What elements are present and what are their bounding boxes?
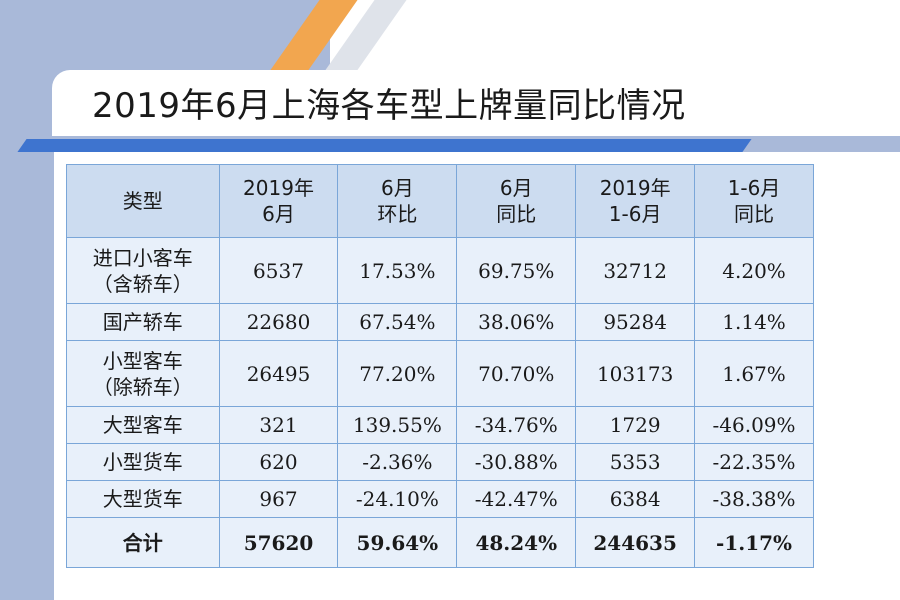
total-yoy: 48.24% [456, 517, 577, 568]
vehicle-type-line: 国产轿车 [102, 310, 183, 334]
yoy-cell: 70.70% [456, 340, 577, 407]
ytd-count-cell: 5353 [575, 443, 696, 481]
yoy-cell: 38.06% [456, 303, 577, 341]
vehicle-type-line: （除轿车） [92, 374, 193, 399]
column-header: 6月 同比 [456, 164, 577, 238]
mom-cell: -2.36% [337, 443, 458, 481]
vehicle-type-line: 大型货车 [102, 487, 183, 511]
vehicle-type-line: 小型客车 [102, 348, 183, 373]
vehicle-type-cell: 小型货车 [66, 443, 220, 481]
table-row: 小型客车 （除轿车） 26495 77.20% 70.70% 103173 1.67% [66, 340, 814, 407]
column-header: 6月 环比 [337, 164, 458, 238]
title-underline [17, 139, 752, 152]
table-row: 大型货车 967 -24.10% -42.47% 6384 -38.38% [66, 480, 814, 518]
table-header: 类型 2019年 6月 6月 环比 6月 同比 2019年 1-6月 1-6月 同比 [66, 164, 814, 238]
ytd-count-cell: 1729 [575, 406, 696, 444]
yoy-cell: -34.76% [456, 406, 577, 444]
yoy-cell: -42.47% [456, 480, 577, 518]
june-count-cell: 22680 [218, 303, 339, 341]
ytd-yoy-cell: -38.38% [694, 480, 814, 518]
june-count-cell: 967 [218, 480, 339, 518]
yoy-cell: 69.75% [456, 237, 577, 304]
june-count-cell: 321 [218, 406, 339, 444]
table-footer: 合计 57620 59.64% 48.24% 244635 -1.17% [66, 517, 814, 568]
ytd-count-cell: 103173 [575, 340, 696, 407]
vehicle-type-line: （含轿车） [92, 271, 193, 296]
page-title: 2019年6月上海各车型上牌量同比情况 [92, 86, 686, 126]
ytd-yoy-cell: 4.20% [694, 237, 814, 304]
vehicle-type-line: 小型货车 [102, 450, 183, 474]
column-header: 1-6月 同比 [694, 164, 814, 238]
vehicle-type-cell: 大型货车 [66, 480, 220, 518]
ytd-yoy-cell: -46.09% [694, 406, 814, 444]
column-header-line: 6月 [499, 176, 533, 200]
ytd-yoy-cell: -22.35% [694, 443, 814, 481]
june-count-cell: 6537 [218, 237, 339, 304]
table-row: 进口小客车 （含轿车） 6537 17.53% 69.75% 32712 4.20% [66, 237, 814, 304]
vehicle-type-cell: 大型客车 [66, 406, 220, 444]
vehicle-type-line: 大型客车 [102, 413, 183, 437]
total-ytd: 244635 [575, 517, 696, 568]
vehicle-type-line: 进口小客车 [92, 245, 193, 270]
column-header: 2019年 1-6月 [575, 164, 696, 238]
column-header-line: 类型 [122, 189, 163, 213]
total-ytd-yoy: -1.17% [694, 517, 814, 568]
mom-cell: 67.54% [337, 303, 458, 341]
column-header-line: 2019年 [243, 176, 314, 200]
column-header-line: 同比 [496, 202, 537, 226]
column-header-line: 环比 [377, 202, 418, 226]
june-count-cell: 620 [218, 443, 339, 481]
vehicle-type-cell: 国产轿车 [66, 303, 220, 341]
ytd-yoy-cell: 1.14% [694, 303, 814, 341]
vehicle-type-cell: 进口小客车 （含轿车） [66, 237, 220, 304]
mom-cell: 139.55% [337, 406, 458, 444]
june-count-cell: 26495 [218, 340, 339, 407]
yoy-cell: -30.88% [456, 443, 577, 481]
header-row: 类型 2019年 6月 6月 环比 6月 同比 2019年 1-6月 1-6月 同比 [66, 164, 814, 238]
title-banner [52, 70, 900, 136]
table-row: 国产轿车 22680 67.54% 38.06% 95284 1.14% [66, 303, 814, 341]
total-label: 合计 [66, 517, 220, 568]
mom-cell: -24.10% [337, 480, 458, 518]
ytd-yoy-cell: 1.67% [694, 340, 814, 407]
mom-cell: 77.20% [337, 340, 458, 407]
ytd-count-cell: 6384 [575, 480, 696, 518]
column-header-line: 1-6月 [727, 176, 781, 200]
total-mom: 59.64% [337, 517, 458, 568]
column-header-line: 6月 [381, 176, 414, 200]
mom-cell: 17.53% [337, 237, 458, 304]
column-header: 类型 [66, 164, 220, 238]
column-header-line: 6月 [262, 202, 295, 226]
vehicle-type-cell: 小型客车 （除轿车） [66, 340, 220, 407]
column-header: 2019年 6月 [218, 164, 339, 238]
total-row: 合计 57620 59.64% 48.24% 244635 -1.17% [66, 517, 814, 568]
table-row: 大型客车 321 139.55% -34.76% 1729 -46.09% [66, 406, 814, 444]
table-body: 进口小客车 （含轿车） 6537 17.53% 69.75% 32712 4.20% 国产轿车… [66, 237, 814, 518]
column-header-line: 同比 [734, 202, 775, 226]
table-row: 小型货车 620 -2.36% -30.88% 5353 -22.35% [66, 443, 814, 481]
column-header-line: 2019年 [599, 176, 671, 200]
ytd-count-cell: 95284 [575, 303, 696, 341]
registration-table: 类型 2019年 6月 6月 环比 6月 同比 2019年 1-6月 1-6月 同比 进口小客车 （含… [66, 164, 814, 568]
ytd-count-cell: 32712 [575, 237, 696, 304]
column-header-line: 1-6月 [608, 202, 662, 226]
total-june: 57620 [218, 517, 339, 568]
